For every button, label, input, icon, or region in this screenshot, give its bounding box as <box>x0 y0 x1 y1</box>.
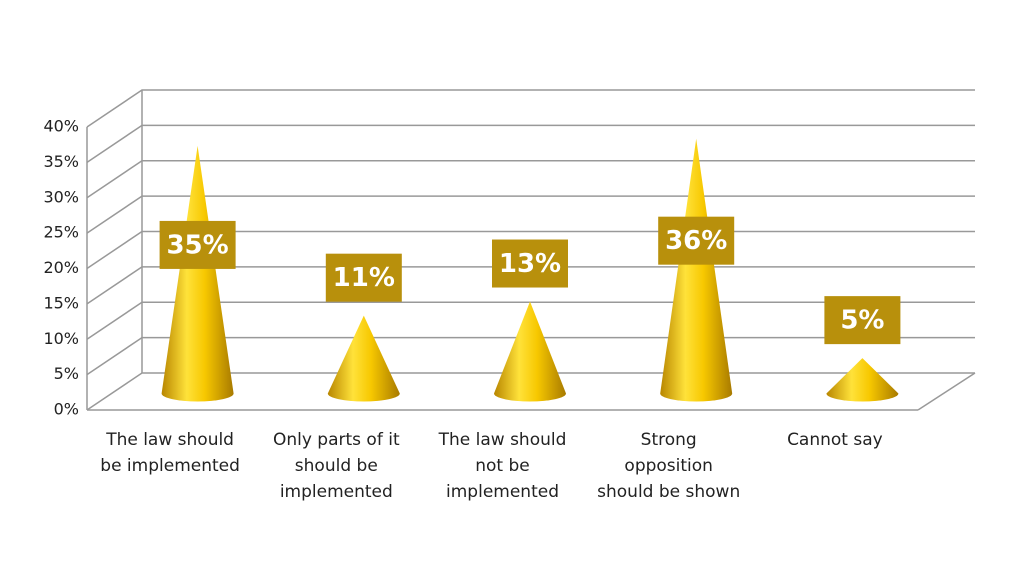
data-label: 35% <box>166 230 228 260</box>
y-tick-label: 20% <box>43 258 79 277</box>
y-tick-label: 5% <box>54 364 79 383</box>
y-tick-label: 30% <box>43 187 79 206</box>
data-label: 5% <box>840 306 884 336</box>
label-box <box>325 253 402 302</box>
data-label: 36% <box>665 226 727 256</box>
x-tick-label: The law should not be implemented <box>438 430 567 502</box>
grid-line <box>86 124 975 163</box>
floor-edge <box>917 372 976 411</box>
x-tick-label: Cannot say <box>787 430 883 450</box>
label-box <box>492 239 568 288</box>
x-tick-label: Only parts of it should be implemented <box>272 430 400 502</box>
x-tick-label: The law should be implemented <box>100 430 240 476</box>
data-label: 11% <box>333 263 395 293</box>
y-tick-label: 35% <box>43 152 79 171</box>
data-label: 13% <box>499 249 561 279</box>
label-box <box>159 220 236 269</box>
y-tick-label: 10% <box>43 329 79 348</box>
y-tick-label: 40% <box>43 117 79 136</box>
grid-line <box>86 89 975 128</box>
cone <box>494 301 566 402</box>
cone <box>660 138 733 402</box>
x-tick-label: Strong opposition should be shown <box>597 430 741 502</box>
y-tick-label: 25% <box>43 223 79 242</box>
label-box <box>658 216 735 265</box>
label-box <box>824 296 901 345</box>
grid-line <box>86 160 975 199</box>
y-tick-label: 15% <box>43 293 79 312</box>
cone <box>327 315 400 402</box>
cone <box>161 145 234 402</box>
y-tick-label: 0% <box>54 400 79 419</box>
cone <box>826 358 899 402</box>
